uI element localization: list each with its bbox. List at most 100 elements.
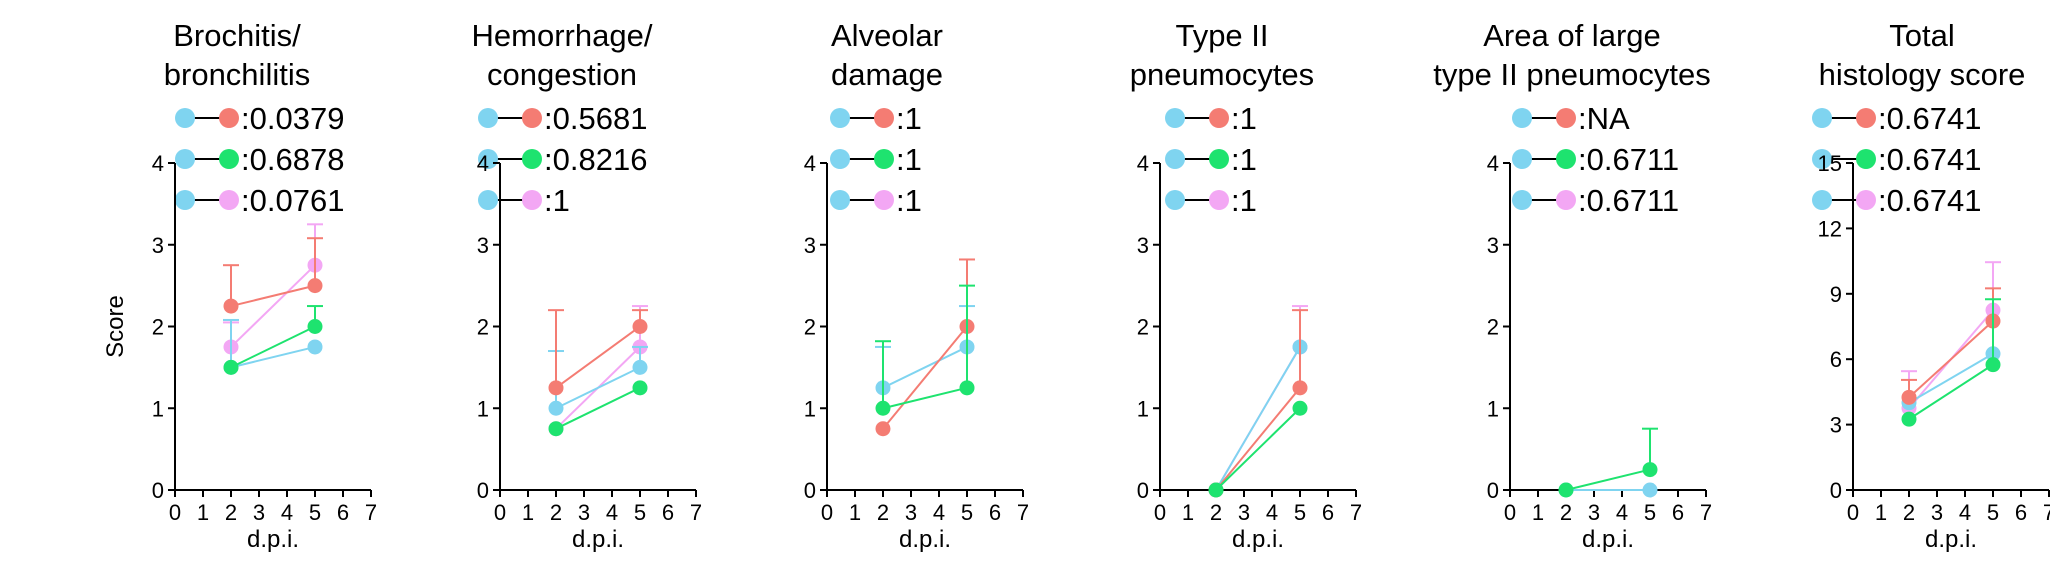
- x-tick-label: 1: [1182, 500, 1194, 525]
- series-green: [1208, 400, 1308, 498]
- y-tick-label: 12: [1818, 216, 1842, 241]
- panel-title-line: bronchilitis: [164, 57, 310, 92]
- legend-entry: :1: [1165, 142, 1257, 177]
- x-tick-label: 1: [1875, 500, 1887, 525]
- legend-entry: :0.6711: [1512, 142, 1679, 177]
- x-tick-label: 1: [522, 500, 534, 525]
- legend-marker: [1812, 190, 1832, 210]
- data-point: [875, 421, 891, 437]
- y-tick-label: 3: [1137, 233, 1149, 258]
- x-axis-label: d.p.i.: [247, 526, 299, 553]
- series-blue: [875, 305, 975, 396]
- series-red: [1208, 309, 1308, 498]
- x-tick-label: 3: [253, 500, 265, 525]
- x-tick-label: 6: [1322, 500, 1334, 525]
- data-point: [548, 400, 564, 416]
- x-tick-label: 7: [365, 500, 377, 525]
- legend-pvalue: :0.0761: [241, 183, 344, 218]
- data-point: [1642, 462, 1658, 478]
- y-tick-label: 2: [1487, 315, 1499, 340]
- y-tick-label: 3: [1830, 413, 1842, 438]
- legend-pvalue: :0.6741: [1878, 183, 1981, 218]
- legend-marker: [1856, 190, 1876, 210]
- panel-title-line: pneumocytes: [1130, 57, 1314, 92]
- series-red: [223, 237, 323, 314]
- x-tick-label: 2: [1903, 500, 1915, 525]
- legend-entry: :1: [478, 183, 570, 218]
- x-tick-label: 1: [197, 500, 209, 525]
- data-point: [307, 278, 323, 294]
- y-axis-label: Score: [102, 295, 129, 358]
- x-tick-label: 2: [550, 500, 562, 525]
- legend-marker: [874, 108, 894, 128]
- data-point: [632, 380, 648, 396]
- x-tick-label: 0: [1504, 500, 1516, 525]
- data-point: [1208, 482, 1224, 498]
- legend-marker: [1165, 190, 1185, 210]
- panel-title-line: Area of large: [1483, 18, 1661, 53]
- legend-marker: [1556, 190, 1576, 210]
- y-tick-label: 1: [804, 396, 816, 421]
- x-tick-label: 4: [281, 500, 293, 525]
- panel-title-line: damage: [831, 57, 943, 92]
- x-axis-label: d.p.i.: [1582, 526, 1634, 553]
- x-tick-label: 6: [662, 500, 674, 525]
- series-pink: [1208, 305, 1308, 498]
- legend-marker: [219, 108, 239, 128]
- x-tick-label: 3: [1588, 500, 1600, 525]
- legend-pvalue: :0.6878: [241, 142, 344, 177]
- legend-entry: :1: [830, 183, 922, 218]
- x-tick-label: 4: [1616, 500, 1628, 525]
- legend-marker: [1209, 190, 1229, 210]
- x-tick-label: 2: [225, 500, 237, 525]
- series-line: [230, 284, 316, 308]
- panel-6: Total histology score:0.6741:0.6741:0.674…: [1812, 18, 2050, 553]
- y-tick-label: 0: [477, 478, 489, 503]
- x-axis-label: d.p.i.: [1232, 526, 1284, 553]
- legend-entry: :NA: [1512, 101, 1630, 136]
- x-tick-label: 5: [309, 500, 321, 525]
- series-line: [1215, 387, 1301, 491]
- panel-title-line: congestion: [487, 57, 637, 92]
- legend-marker: [1209, 108, 1229, 128]
- data-point: [632, 319, 648, 334]
- legend-entry: :1: [830, 101, 922, 136]
- y-tick-label: 0: [1487, 478, 1499, 503]
- x-tick-label: 6: [2015, 500, 2027, 525]
- legend-entry: :0.6741: [1812, 101, 1981, 136]
- legend-marker: [522, 149, 542, 169]
- data-point: [548, 421, 564, 437]
- x-tick-label: 5: [961, 500, 973, 525]
- x-tick-label: 5: [634, 500, 646, 525]
- legend-entry: :0.8216: [478, 142, 647, 177]
- y-tick-label: 6: [1830, 347, 1842, 372]
- legend-entry: :1: [830, 142, 922, 177]
- series-red: [548, 309, 648, 396]
- legend-marker: [219, 190, 239, 210]
- x-tick-label: 3: [1931, 500, 1943, 525]
- panel-5: Area of large type II pneumocytes:NA:0.67…: [1433, 18, 1712, 553]
- data-point: [1901, 389, 1917, 405]
- y-tick-label: 2: [477, 315, 489, 340]
- legend-entry: :0.6878: [175, 142, 344, 177]
- x-tick-label: 1: [849, 500, 861, 525]
- data-point: [1292, 380, 1308, 396]
- y-tick-label: 15: [1818, 151, 1842, 176]
- legend-pvalue: :0.6741: [1878, 142, 1981, 177]
- legend-pvalue: :1: [896, 142, 922, 177]
- x-tick-label: 5: [1987, 500, 1999, 525]
- legend-marker: [175, 149, 195, 169]
- y-tick-label: 1: [1137, 396, 1149, 421]
- legend-pvalue: :0.6711: [1578, 142, 1679, 177]
- x-tick-label: 6: [989, 500, 1001, 525]
- legend-pvalue: :NA: [1578, 101, 1630, 136]
- data-point: [1985, 357, 2001, 373]
- y-tick-label: 2: [152, 315, 164, 340]
- y-tick-label: 3: [477, 233, 489, 258]
- x-tick-label: 2: [877, 500, 889, 525]
- x-tick-label: 0: [1847, 500, 1859, 525]
- legend-pvalue: :1: [1231, 101, 1257, 136]
- y-tick-label: 1: [152, 396, 164, 421]
- y-tick-label: 0: [1137, 478, 1149, 503]
